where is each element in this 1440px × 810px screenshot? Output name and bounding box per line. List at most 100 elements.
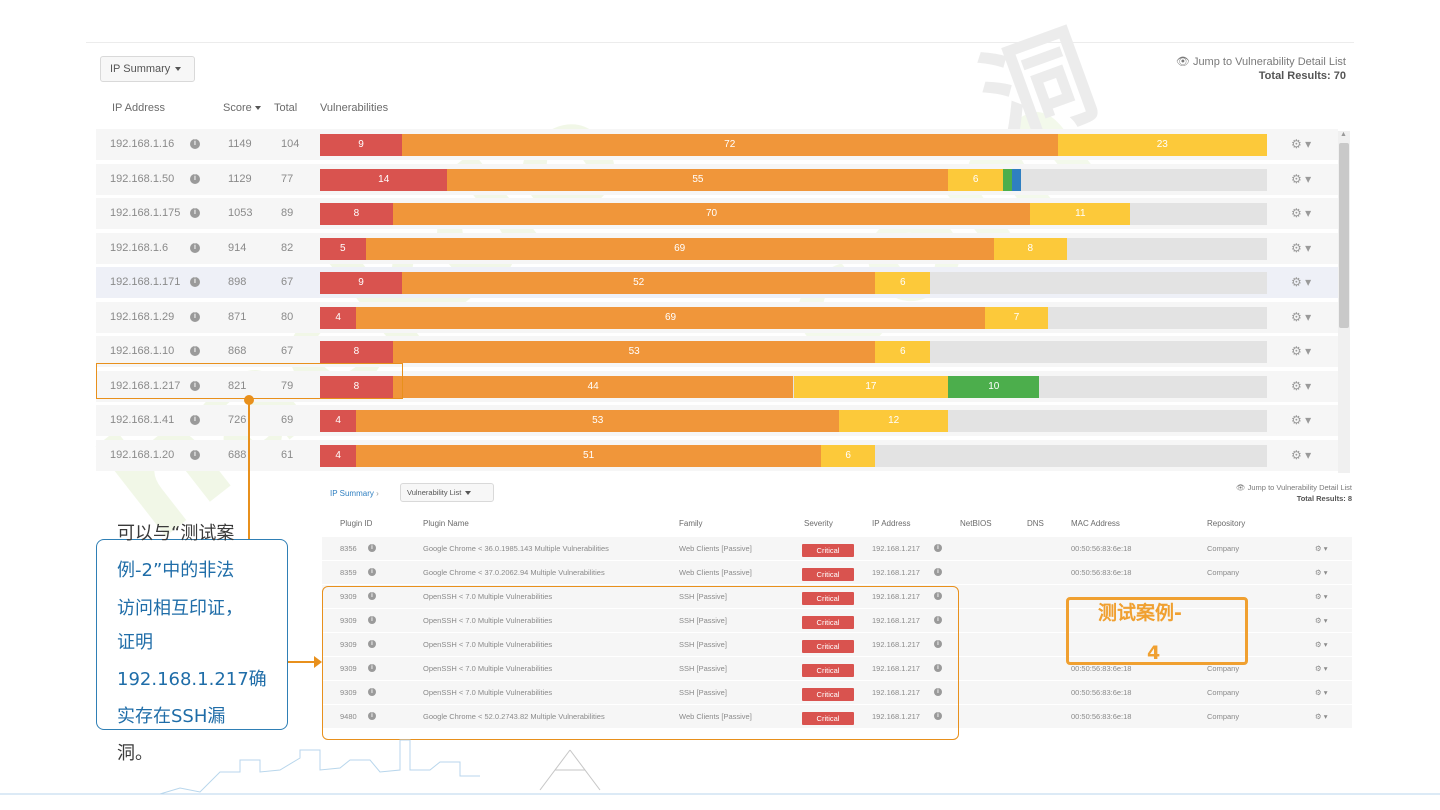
ip-address[interactable]: 192.168.1.171 <box>110 276 181 288</box>
gear-icon[interactable]: ⚙ ▾ <box>1315 712 1328 721</box>
ip-address[interactable]: 192.168.1.217 <box>872 640 920 649</box>
vuln-bar[interactable]: 8 53 6 <box>320 341 1267 363</box>
info-icon[interactable]: i <box>934 616 942 624</box>
vuln-row[interactable]: 9480 i Google Chrome < 52.0.2743.82 Multip… <box>322 705 1352 728</box>
vuln-segment-high[interactable]: 53 <box>356 410 840 432</box>
vuln-segment-low[interactable]: 10 <box>948 375 1040 398</box>
gear-icon[interactable]: ⚙ ▾ <box>1291 275 1312 289</box>
info-icon[interactable]: i <box>190 139 200 149</box>
info-icon[interactable]: i <box>190 311 200 322</box>
plugin-name[interactable]: Google Chrome < 36.0.1985.143 Multiple V… <box>423 544 609 553</box>
plugin-id[interactable]: 8356 <box>340 544 357 553</box>
vuln-header-repository[interactable]: Repository <box>1207 519 1246 528</box>
info-icon[interactable]: i <box>934 664 942 672</box>
vuln-header-netbios[interactable]: NetBIOS <box>960 519 992 528</box>
vuln-segment-critical[interactable]: 9 <box>320 272 402 294</box>
info-icon[interactable]: i <box>190 173 200 184</box>
plugin-name[interactable]: OpenSSH < 7.0 Multiple Vulnerabilities <box>423 592 553 601</box>
info-icon[interactable]: i <box>190 208 200 218</box>
vuln-row[interactable]: 8359 i Google Chrome < 37.0.2062.94 Multip… <box>322 561 1352 584</box>
vuln-segment-critical[interactable]: 5 <box>320 237 366 260</box>
plugin-id[interactable]: 9309 <box>340 640 357 649</box>
plugin-id[interactable]: 9309 <box>340 592 357 601</box>
vuln-segment-high[interactable]: 55 <box>447 168 949 191</box>
vuln-bar[interactable]: 8 70 11 <box>320 203 1267 225</box>
header-score[interactable]: Score <box>223 102 261 114</box>
vuln-segment-medium[interactable]: 7 <box>984 306 1049 329</box>
scrollbar-thumb[interactable] <box>1339 143 1349 328</box>
vuln-segment-critical[interactable]: 8 <box>320 341 393 363</box>
breadcrumb[interactable]: IP Summary › <box>330 489 379 498</box>
info-icon[interactable]: i <box>190 277 200 287</box>
vuln-segment-medium[interactable]: 12 <box>839 410 949 432</box>
breadcrumb-ip-summary[interactable]: IP Summary <box>330 489 374 498</box>
vuln-segment-critical[interactable]: 8 <box>320 203 393 225</box>
vuln-segment-medium[interactable]: 6 <box>875 272 931 294</box>
ip-address[interactable]: 192.168.1.16 <box>110 138 175 150</box>
vuln-bar[interactable]: 5 69 8 <box>320 237 1267 260</box>
gear-icon[interactable]: ⚙ ▾ <box>1291 137 1312 151</box>
ip-address[interactable]: 192.168.1.217 <box>872 616 920 625</box>
ip-row[interactable]: 192.168.1.20 i 688 61 4 51 6 ⚙ ▾ <box>96 439 1338 471</box>
gear-icon[interactable]: ⚙ ▾ <box>1315 616 1328 625</box>
vuln-segment-critical[interactable]: 4 <box>320 444 357 467</box>
info-icon[interactable]: i <box>368 712 376 720</box>
gear-icon[interactable]: ⚙ ▾ <box>1315 544 1328 553</box>
ip-address[interactable]: 192.168.1.6 <box>110 241 169 254</box>
vuln-segment-high[interactable]: 44 <box>392 375 794 398</box>
info-icon[interactable]: i <box>190 415 200 425</box>
ip-address[interactable]: 192.168.1.50 <box>110 172 175 185</box>
info-icon[interactable]: i <box>368 640 376 648</box>
ip-address[interactable]: 192.168.1.29 <box>110 310 175 323</box>
info-icon[interactable]: i <box>934 592 942 600</box>
plugin-id[interactable]: 9309 <box>340 688 357 697</box>
vuln-segment-high[interactable]: 53 <box>392 341 876 363</box>
vuln-bar[interactable]: 9 52 6 <box>320 272 1267 294</box>
vuln-segment-low[interactable] <box>1002 168 1013 191</box>
vuln-segment-critical[interactable]: 8 <box>320 375 393 398</box>
vuln-header-plugin-id[interactable]: Plugin ID <box>340 519 373 528</box>
plugin-id[interactable]: 9309 <box>340 664 357 673</box>
info-icon[interactable]: i <box>190 242 200 253</box>
gear-icon[interactable]: ⚙ ▾ <box>1291 240 1312 255</box>
vuln-row[interactable]: 9309 i OpenSSH < 7.0 Multiple Vulnerabilit… <box>322 609 1352 632</box>
vuln-row[interactable]: 9309 i OpenSSH < 7.0 Multiple Vulnerabilit… <box>322 585 1352 608</box>
ip-address[interactable]: 192.168.1.10 <box>110 345 175 357</box>
gear-icon[interactable]: ⚙ ▾ <box>1315 664 1328 673</box>
vuln-row[interactable]: 8356 i Google Chrome < 36.0.1985.143 Multi… <box>322 537 1352 560</box>
plugin-name[interactable]: OpenSSH < 7.0 Multiple Vulnerabilities <box>423 640 553 649</box>
detail-jump-link[interactable]: 👁 Jump to Vulnerability Detail List <box>1236 483 1352 492</box>
info-icon[interactable]: i <box>190 380 200 391</box>
gear-icon[interactable]: ⚙ ▾ <box>1291 206 1312 220</box>
vuln-bar[interactable]: 4 51 6 <box>320 444 1267 467</box>
plugin-name[interactable]: OpenSSH < 7.0 Multiple Vulnerabilities <box>423 616 553 625</box>
ip-row[interactable]: 192.168.1.29 i 871 80 4 69 7 ⚙ ▾ <box>96 301 1338 333</box>
info-icon[interactable]: i <box>190 449 200 460</box>
gear-icon[interactable]: ⚙ ▾ <box>1291 413 1312 427</box>
info-icon[interactable]: i <box>934 712 942 720</box>
info-icon[interactable]: i <box>368 664 376 672</box>
vuln-segment-critical[interactable]: 9 <box>320 134 402 156</box>
vuln-segment-critical[interactable]: 14 <box>320 168 448 191</box>
ip-row[interactable]: 192.168.1.217 i 821 79 8 44 17 10 ⚙ ▾ <box>96 370 1338 402</box>
vuln-view-select[interactable]: Vulnerability List <box>400 483 494 502</box>
ip-address[interactable]: 192.168.1.217 <box>872 592 920 601</box>
info-icon[interactable]: i <box>934 640 942 648</box>
vuln-bar[interactable]: 4 53 12 <box>320 410 1267 432</box>
vuln-segment-info[interactable] <box>1012 168 1022 191</box>
info-icon[interactable]: i <box>368 688 376 696</box>
header-total[interactable]: Total <box>274 102 298 114</box>
vuln-segment-medium[interactable]: 17 <box>793 375 949 398</box>
gear-icon[interactable]: ⚙ ▾ <box>1315 568 1328 577</box>
plugin-name[interactable]: OpenSSH < 7.0 Multiple Vulnerabilities <box>423 688 553 697</box>
ip-address[interactable]: 192.168.1.217 <box>110 379 181 392</box>
scroll-up-icon[interactable]: ▲ <box>1340 131 1347 138</box>
vuln-header-ip-address[interactable]: IP Address <box>872 519 911 528</box>
vuln-segment-medium[interactable]: 6 <box>875 341 931 363</box>
vuln-segment-medium[interactable]: 6 <box>820 444 876 467</box>
plugin-id[interactable]: 8359 <box>340 568 357 577</box>
vuln-segment-high[interactable]: 69 <box>365 237 994 260</box>
info-icon[interactable]: i <box>368 616 376 624</box>
gear-icon[interactable]: ⚙ ▾ <box>1315 640 1328 649</box>
vuln-segment-critical[interactable]: 4 <box>320 410 357 432</box>
